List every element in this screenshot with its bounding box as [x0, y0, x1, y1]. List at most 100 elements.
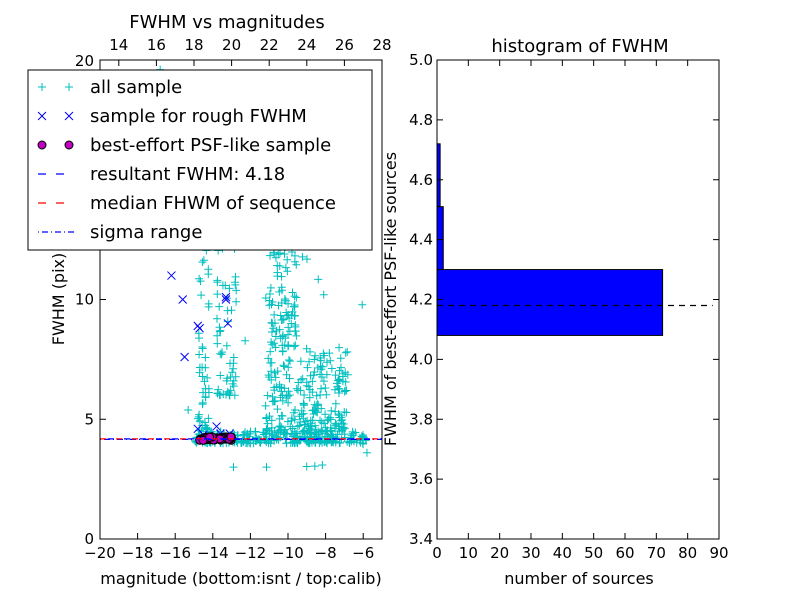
all-sample-point	[268, 392, 277, 401]
x-tick-label: 50	[584, 544, 603, 562]
all-sample-point	[328, 430, 337, 439]
all-sample-point	[195, 274, 204, 283]
right-x-axis-label: number of sources	[504, 569, 654, 588]
rough-sample-point	[221, 292, 231, 302]
all-sample-point	[318, 438, 327, 447]
all-sample-point	[216, 349, 225, 358]
all-sample-point	[270, 310, 279, 319]
all-sample-point	[311, 351, 320, 360]
all-sample-point	[321, 410, 330, 419]
all-sample-point	[266, 439, 275, 448]
all-sample-point	[302, 462, 311, 471]
x-tick-label: 90	[709, 544, 728, 562]
all-sample-point	[270, 249, 279, 258]
all-sample-point	[266, 347, 275, 356]
all-sample-point	[327, 406, 336, 415]
x-tick-label: −16	[159, 544, 191, 562]
all-sample-point	[277, 272, 286, 281]
reference-lines	[100, 438, 382, 440]
legend-entry: median FHWM of sequence	[38, 193, 336, 214]
all-sample-point	[317, 384, 326, 393]
top-tick-label: 20	[222, 36, 241, 54]
all-sample-point	[267, 416, 276, 425]
right-axis-ticks: 0 10 20 30 40 50 60 70 80 90 3.4 3.6 3.8 4.0 4.2 4.4 4.6…	[409, 51, 728, 562]
y-tick-label: 10	[75, 291, 94, 309]
all-sample-point	[299, 399, 308, 408]
all-sample-point	[326, 426, 335, 435]
all-sample-point	[262, 463, 271, 472]
all-sample-point	[285, 314, 294, 323]
all-sample-point	[204, 299, 213, 308]
rough-sample-point	[167, 271, 176, 280]
all-sample-point	[300, 433, 309, 442]
legend-label: median FHWM of sequence	[90, 193, 336, 214]
all-sample-point	[222, 341, 231, 350]
all-sample-point	[343, 347, 352, 356]
top-tick-label: 18	[184, 36, 203, 54]
all-sample-point	[331, 371, 340, 380]
x-tick-label: 10	[459, 544, 478, 562]
y-tick-label: 20	[75, 52, 94, 70]
all-sample-point	[215, 327, 224, 336]
x-tick-label: −12	[235, 544, 267, 562]
all-sample-point	[284, 363, 293, 372]
all-sample-point	[241, 336, 250, 345]
all-sample-point	[307, 436, 316, 445]
all-sample-point	[277, 298, 286, 307]
all-sample-point	[275, 325, 284, 334]
all-sample-point	[277, 387, 286, 396]
all-sample-point	[318, 461, 327, 470]
y-tick-label: 4.6	[409, 171, 433, 189]
all-sample-point	[331, 407, 340, 416]
all-sample-point	[310, 462, 319, 471]
all-sample-point	[261, 294, 270, 303]
all-sample-point	[284, 398, 293, 407]
all-sample-point	[326, 415, 335, 424]
x-tick-label: 70	[647, 544, 666, 562]
all-sample-point	[197, 291, 206, 300]
all-sample-point	[290, 300, 299, 309]
all-sample-point	[226, 372, 235, 381]
all-sample-point	[213, 290, 222, 299]
all-sample-point	[273, 272, 282, 281]
all-sample-point	[198, 421, 207, 430]
all-sample-point	[225, 284, 234, 293]
all-sample-point	[229, 376, 238, 385]
all-sample-point	[341, 348, 350, 357]
all-sample-point	[201, 384, 210, 393]
all-sample-point	[318, 427, 327, 436]
all-sample-point	[195, 350, 204, 359]
x-tick-label: 80	[678, 544, 697, 562]
all-sample-point	[335, 439, 344, 448]
all-sample-point	[262, 426, 271, 435]
all-sample-point	[279, 361, 288, 370]
histogram-bar	[436, 269, 664, 336]
top-tick-label: 22	[260, 36, 279, 54]
all-sample-point	[277, 283, 286, 292]
all-sample-point	[303, 363, 312, 372]
x-tick-label: −20	[84, 544, 116, 562]
all-sample-point	[204, 388, 213, 397]
all-sample-point	[204, 414, 213, 423]
all-sample-point	[276, 311, 285, 320]
all-sample-point	[261, 401, 270, 410]
all-sample-point	[222, 376, 231, 385]
all-sample-point	[316, 416, 325, 425]
all-sample-point	[302, 255, 311, 264]
all-sample-point	[306, 371, 315, 380]
all-sample-point	[297, 410, 306, 419]
all-sample-point	[300, 426, 309, 435]
right-chart-title: histogram of FWHM	[491, 36, 668, 57]
y-tick-label: 5.0	[409, 51, 433, 69]
all-sample-point	[341, 368, 350, 377]
all-sample-point	[283, 417, 292, 426]
left-scatter-data	[100, 65, 382, 472]
all-sample-point	[310, 355, 319, 364]
all-sample-point	[287, 416, 296, 425]
all-sample-point	[293, 422, 302, 431]
all-sample-point	[282, 439, 291, 448]
legend-swatch-x	[37, 111, 47, 121]
all-sample-point	[340, 387, 349, 396]
all-sample-point	[345, 438, 354, 447]
all-sample-point	[204, 270, 213, 279]
